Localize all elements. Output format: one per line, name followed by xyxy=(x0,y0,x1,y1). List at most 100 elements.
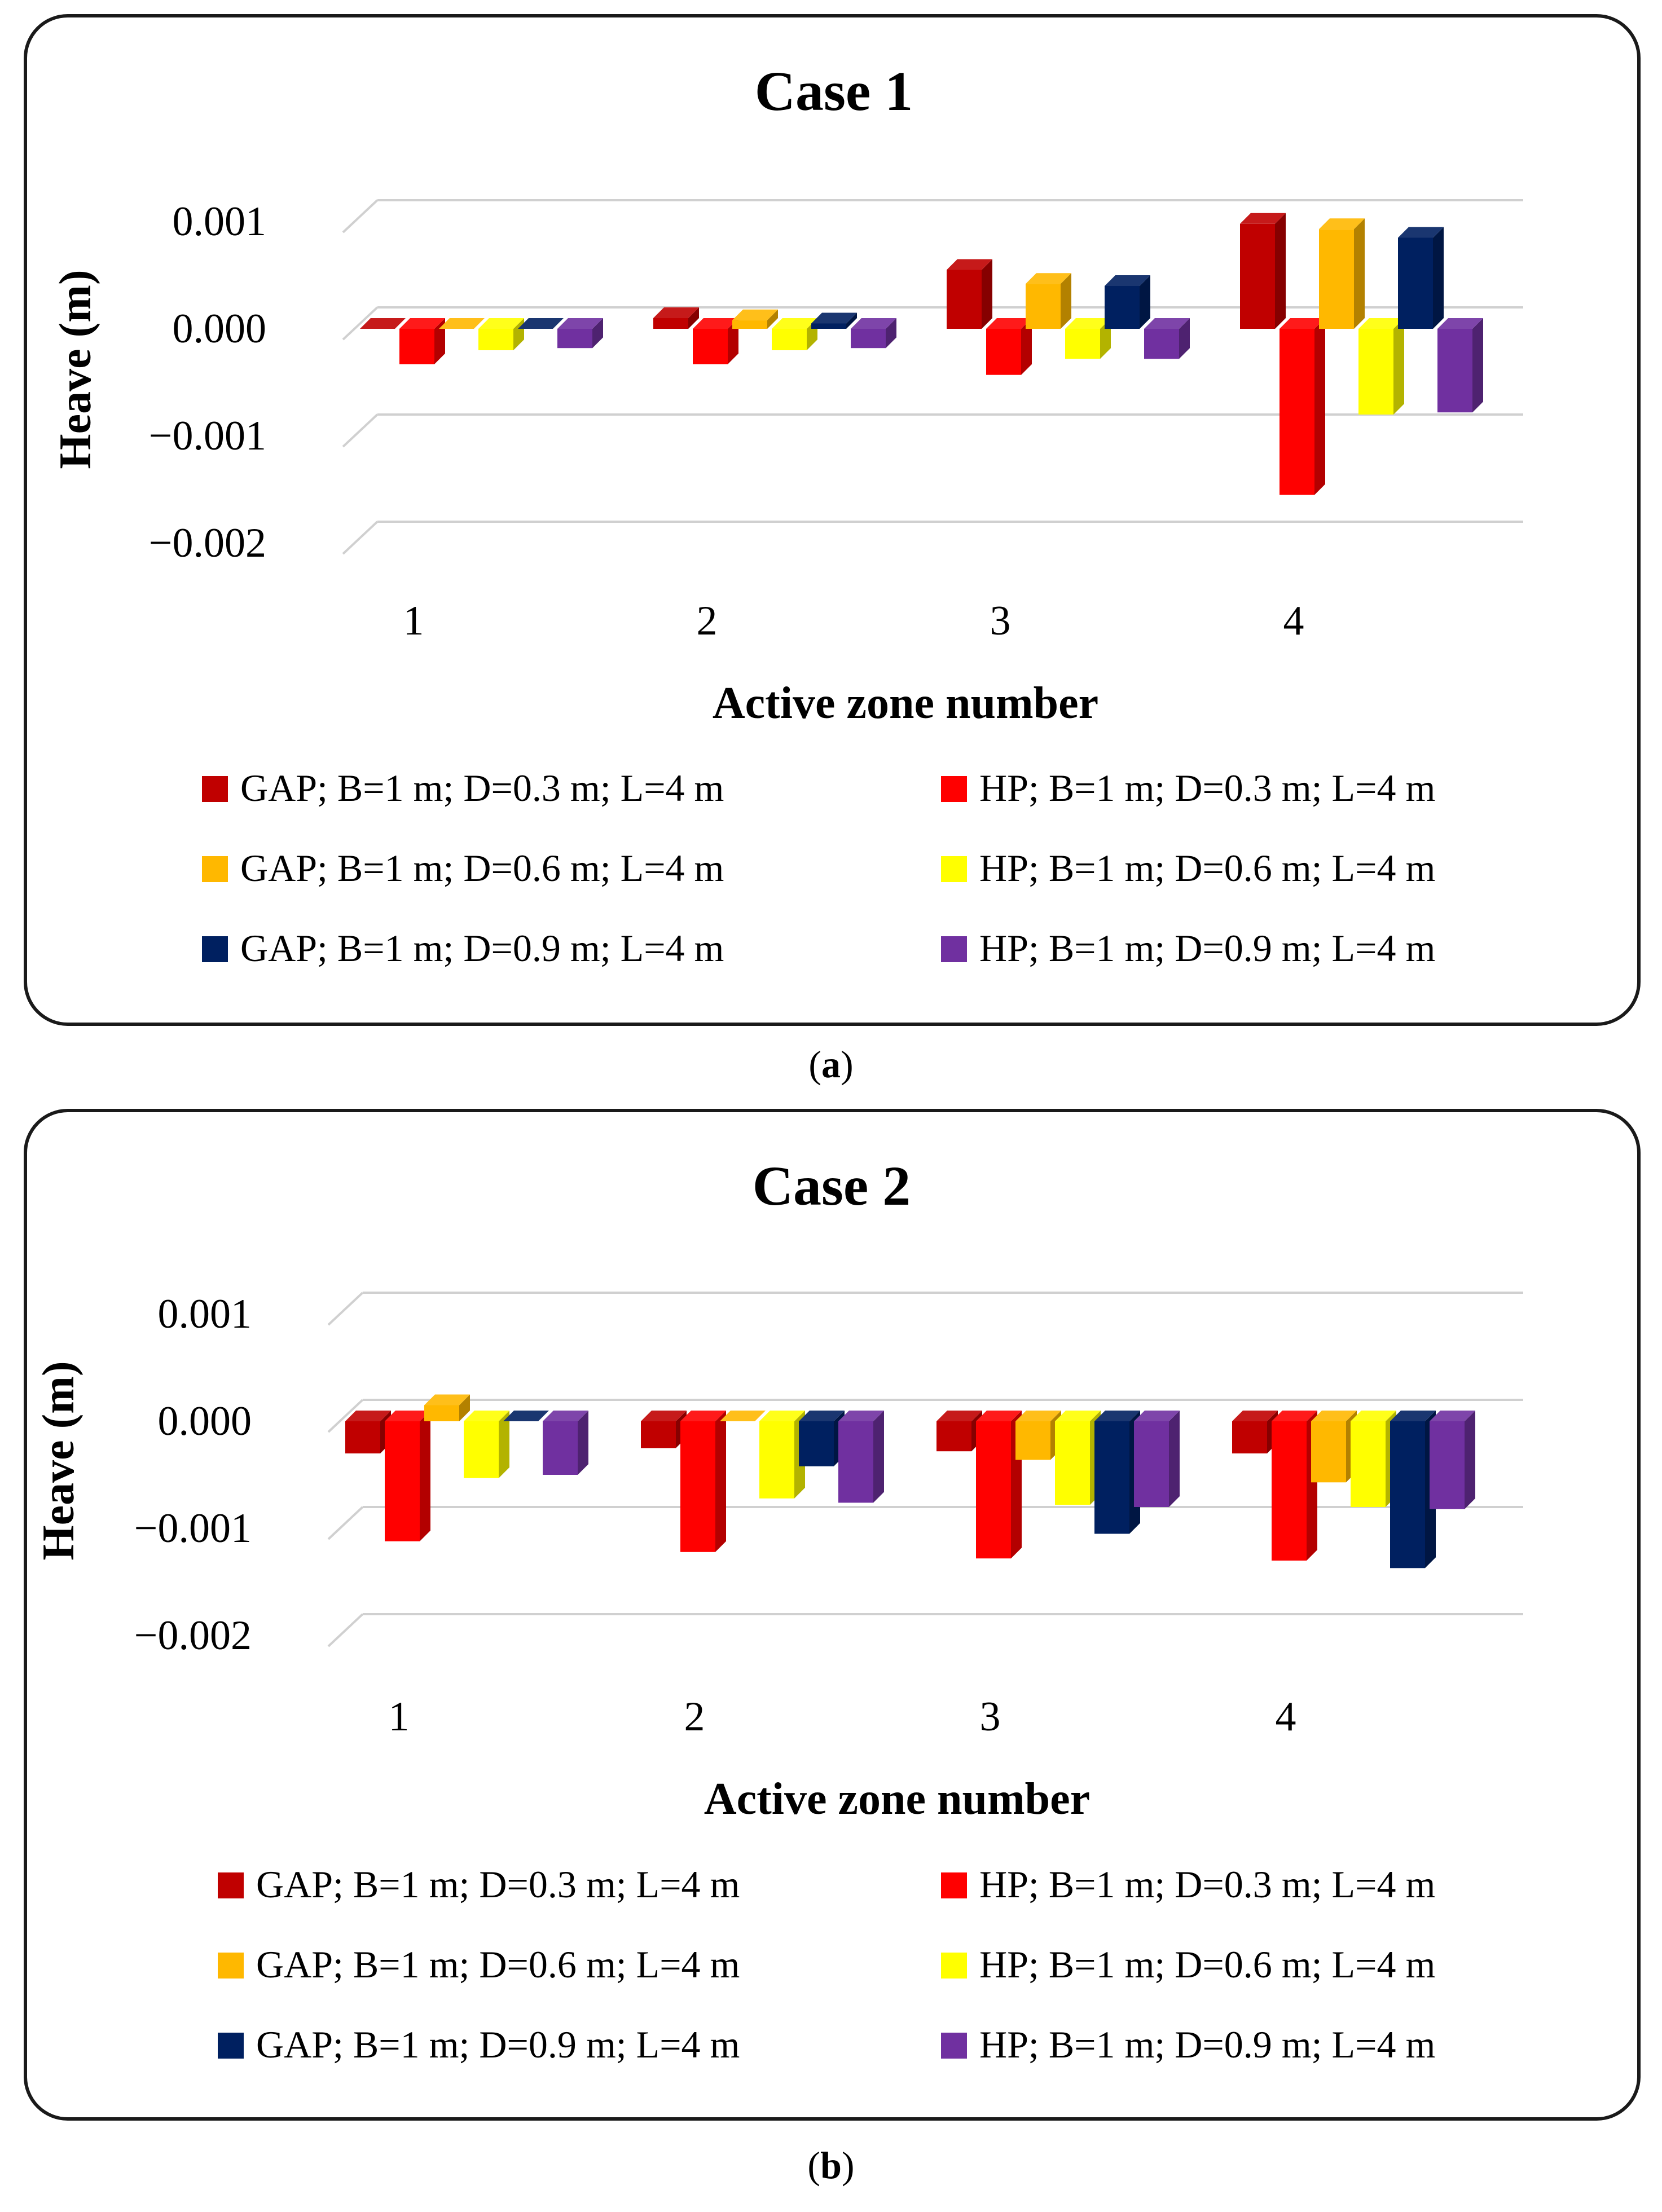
legend-item-3: GAP; B=1 m; D=0.6 m; L=4 m xyxy=(202,847,724,889)
bar-1-s4-c4 xyxy=(1358,318,1404,415)
legend-swatch xyxy=(941,856,967,882)
bar-front xyxy=(1240,223,1275,329)
bar-front xyxy=(1026,284,1061,329)
y-tick-label: −0.001 xyxy=(149,413,266,459)
bar-1-s2-c2 xyxy=(693,318,738,364)
legend-label: GAP; B=1 m; D=0.6 m; L=4 m xyxy=(256,1943,740,1986)
legend-item-6: HP; B=1 m; D=0.9 m; L=4 m xyxy=(941,2023,1435,2066)
bar-1-s3-c2 xyxy=(732,309,778,329)
gridline-diagonal xyxy=(342,413,379,448)
legend-item-5: GAP; B=1 m; D=0.9 m; L=4 m xyxy=(218,2023,740,2066)
bar-1-s5-c3 xyxy=(1105,275,1150,329)
bar-top xyxy=(1232,1411,1278,1421)
gridline-diagonal xyxy=(327,1399,364,1433)
bar-front xyxy=(680,1421,715,1552)
x-tick-label: 2 xyxy=(684,1694,705,1740)
legend-swatch xyxy=(202,856,228,882)
legend-item-2: HP; B=1 m; D=0.3 m; L=4 m xyxy=(941,1863,1435,1906)
bar-top xyxy=(1055,1411,1101,1421)
bar-top xyxy=(947,259,992,270)
chart-title: Case 1 xyxy=(755,60,913,122)
panel-caption-b-letter: b xyxy=(820,2144,842,2187)
bar-top xyxy=(1358,318,1404,329)
bar-top xyxy=(439,318,485,329)
bar-top xyxy=(1144,318,1190,329)
legend-swatch xyxy=(218,1953,244,1979)
legend-item-2: HP; B=1 m; D=0.3 m; L=4 m xyxy=(941,766,1435,809)
bar-2-s4-c3 xyxy=(1055,1411,1101,1505)
bar-top xyxy=(1065,318,1111,329)
bar-1-s4-c3 xyxy=(1065,318,1111,359)
x-tick-label: 3 xyxy=(980,1694,1001,1740)
bar-front xyxy=(1319,229,1354,329)
bar-front xyxy=(1144,329,1179,359)
bar-2-s1-c2 xyxy=(641,1411,687,1448)
bar-front xyxy=(986,329,1021,375)
bar-1-s6-c4 xyxy=(1437,318,1483,413)
bar-side xyxy=(1314,318,1325,495)
bar-top xyxy=(986,318,1032,329)
legend-item-1: GAP; B=1 m; D=0.3 m; L=4 m xyxy=(202,766,724,809)
bar-front xyxy=(1232,1421,1267,1453)
legend-swatch xyxy=(218,1872,244,1898)
bar-top xyxy=(693,318,738,329)
y-axis-label: Heave (m) xyxy=(34,1361,83,1560)
bar-top xyxy=(976,1411,1022,1421)
bar-1-s4-c2 xyxy=(772,318,817,350)
panel-caption-b: (b) xyxy=(807,2144,855,2187)
bar-front xyxy=(464,1421,499,1478)
bar-top xyxy=(518,318,564,329)
legend-swatch xyxy=(202,936,228,962)
bar-2-s5-c3 xyxy=(1094,1411,1140,1534)
bar-side xyxy=(715,1411,726,1552)
bar-front xyxy=(1280,329,1314,495)
bar-2-s5-c1 xyxy=(503,1411,549,1421)
bar-top xyxy=(360,318,406,329)
bar-top xyxy=(399,318,445,329)
bar-front xyxy=(947,270,982,329)
legend-label: GAP; B=1 m; D=0.3 m; L=4 m xyxy=(240,766,724,809)
legend-label: HP; B=1 m; D=0.9 m; L=4 m xyxy=(979,2023,1435,2066)
legend-swatch xyxy=(941,2033,967,2059)
bar-top xyxy=(1026,273,1071,284)
bar-front xyxy=(385,1421,420,1541)
bar-1-s4-c1 xyxy=(478,318,524,350)
legend-label: GAP; B=1 m; D=0.3 m; L=4 m xyxy=(256,1863,740,1906)
bar-front xyxy=(1055,1421,1090,1505)
bar-side xyxy=(420,1411,430,1541)
panel-caption-a-letter: a xyxy=(821,1043,841,1086)
bar-2-s6-c4 xyxy=(1430,1411,1475,1509)
bar-front xyxy=(543,1421,578,1475)
x-tick-label: 4 xyxy=(1276,1694,1296,1740)
bar-side xyxy=(1169,1411,1180,1507)
bar-1-s2-c4 xyxy=(1280,318,1325,495)
bar-front xyxy=(1398,237,1433,329)
legend-label: HP; B=1 m; D=0.9 m; L=4 m xyxy=(979,927,1435,970)
bar-side xyxy=(1275,213,1286,329)
bar-top xyxy=(478,318,524,329)
bar-2-s1-c3 xyxy=(936,1411,982,1452)
legend-label: GAP; B=1 m; D=0.9 m; L=4 m xyxy=(240,927,724,970)
bar-front xyxy=(399,329,434,364)
x-tick-label: 1 xyxy=(389,1694,410,1740)
bar-top xyxy=(759,1411,805,1421)
bar-top xyxy=(811,312,857,324)
bar-front xyxy=(1272,1421,1307,1561)
bar-top xyxy=(424,1394,470,1405)
bar-front xyxy=(1015,1421,1050,1460)
gridline-diagonal xyxy=(342,199,379,233)
bar-front xyxy=(1311,1421,1346,1483)
bar-side xyxy=(1472,318,1483,413)
bar-side xyxy=(1021,318,1032,375)
bar-top xyxy=(543,1411,588,1421)
bar-front xyxy=(693,329,728,364)
legend-swatch xyxy=(941,936,967,962)
bar-front xyxy=(811,323,846,329)
bar-side xyxy=(1465,1411,1475,1509)
bar-top xyxy=(1240,213,1286,224)
bar-side xyxy=(434,318,445,364)
x-axis-label: Active zone number xyxy=(713,678,1098,728)
bar-front xyxy=(1105,286,1140,329)
gridline-diagonal xyxy=(342,306,379,341)
